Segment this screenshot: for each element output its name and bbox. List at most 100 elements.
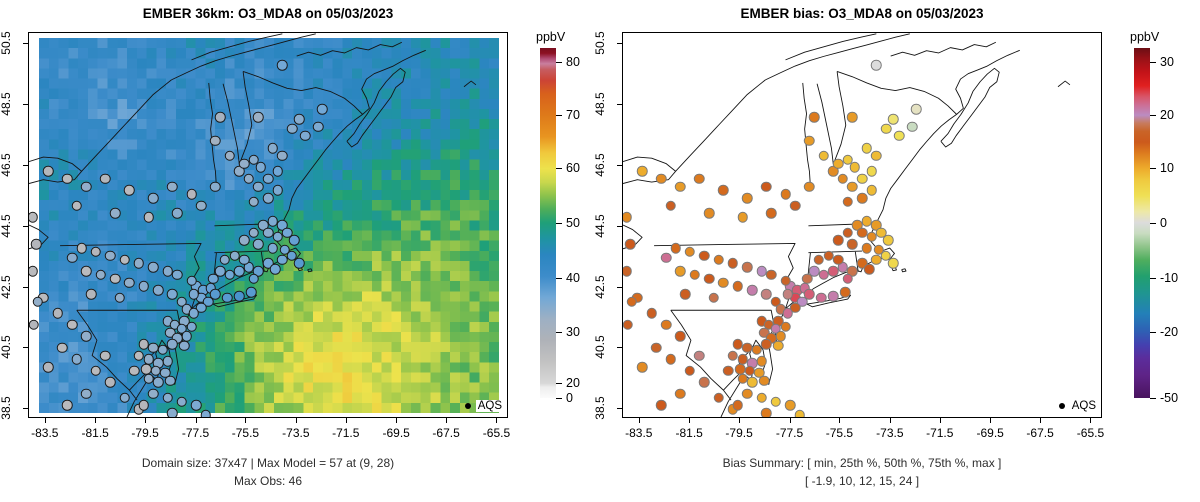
station-dot [312,121,324,132]
x-axis-tick-label: -69.5 [976,426,1004,440]
station-dot [148,388,159,400]
station-dot [90,246,102,258]
station-dot [85,288,97,300]
station-dot [138,281,149,292]
x-axis-tick [44,418,46,423]
map-outline-path [346,67,406,148]
y-axis-tick-label: 50.5 [0,31,13,55]
x-axis-tick [95,418,97,423]
station-dot [248,154,259,165]
station-dot [66,252,78,263]
station-dot [61,400,73,411]
colorbar-ticks: 80 70 60 50 40 30 20 0 [540,48,580,405]
station-dot [76,242,87,254]
colorbar-tick-label: -50 [1160,391,1179,405]
map-outline-path [222,83,240,165]
x-axis-tick-label: -71.5 [332,426,360,440]
station-dot [906,121,918,132]
station-dot [167,407,178,417]
colorbar-units-label: ppbV [536,30,566,44]
station-dot [849,162,861,173]
station-dot [765,269,777,281]
station-dot [718,185,729,196]
station-dot [66,319,78,331]
station-dot [105,250,116,261]
station-dot [746,285,758,296]
station-dot [881,123,892,134]
station-dot [727,258,739,269]
station-dot [780,189,791,200]
x-axis-tick-label: -73.5 [282,426,310,440]
y-axis-tick-label: 46.5 [593,153,607,177]
map-outline-path [212,294,257,308]
bias-map-plot-area: AQS [622,32,1102,418]
station-dot [269,263,281,275]
station-dot [794,409,806,417]
x-axis-tick [1040,418,1042,423]
station-dot [732,400,743,411]
station-dot [675,331,686,342]
bias-map-panel: EMBER bias: O3_MDA8 on 05/03/2023 AQS -8… [593,0,1194,502]
domain-size-caption: Domain size: 37x47 | Max Model = 57 at (… [141,456,395,470]
station-dot [188,288,200,300]
station-dot [152,377,164,388]
colorbar-tick [556,168,562,170]
y-axis-tick-label: 46.5 [0,153,13,177]
station-dot [703,273,715,284]
station-dot [623,212,633,223]
station-dot [782,288,794,300]
colorbar-tick [1150,168,1156,170]
station-dot [316,104,328,115]
station-dot [871,60,882,71]
station-dot [188,308,200,319]
map-outline-path [214,250,269,254]
station-dot [780,275,791,286]
station-dot [167,338,178,350]
y-axis-tick-label: 48.5 [0,92,13,116]
colorbar-tick-label: -20 [1160,324,1179,339]
x-axis-tick-label: -77.5 [181,426,210,440]
station-dot [207,273,219,284]
colorbar-tick-label: 10 [1160,161,1174,176]
station-dot [262,192,274,204]
station-dot [689,269,700,281]
x-axis-tick-label: -79.5 [131,426,159,440]
station-dot [808,112,820,123]
station-dot [128,365,140,377]
colorbar-tick [556,278,562,280]
x-axis-tick-label: -67.5 [432,426,460,440]
x-axis-tick [496,418,498,423]
station-dot [623,319,634,331]
x-axis-tick [990,418,992,423]
station-dot [195,302,207,313]
x-axis-tick [689,418,691,423]
station-dot [842,154,853,165]
station-dot [267,242,279,254]
station-dot [195,200,207,212]
station-dot [665,200,677,212]
colorbar-gradient [1134,48,1150,398]
station-dot [758,375,770,386]
bias-colorbar: ppbV 30 20 10 0 -10 -20 -50 [1130,30,1194,420]
station-dot [636,165,648,177]
station-dot [272,165,283,177]
colorbar-tick [556,331,562,333]
station-dot [651,342,662,354]
colorbar-units-label: ppbV [1130,30,1160,44]
station-dot [267,142,279,154]
x-axis-tick [446,418,448,423]
station-dot [887,114,899,125]
station-dot [804,135,815,146]
colorbar-tick-label: 60 [566,161,580,176]
station-dot [623,265,633,277]
station-dot [100,350,111,361]
y-axis-tick-label: 40.5 [593,335,607,359]
station-dot [770,396,782,407]
station-dot [105,377,116,388]
station-dot [119,392,130,404]
station-dot [713,392,724,404]
colorbar-tick-label: 40 [566,271,580,286]
station-dot [171,208,183,219]
station-dot [861,242,873,254]
colorbar-ticks: 30 20 10 0 -10 -20 -50 [1134,48,1178,405]
